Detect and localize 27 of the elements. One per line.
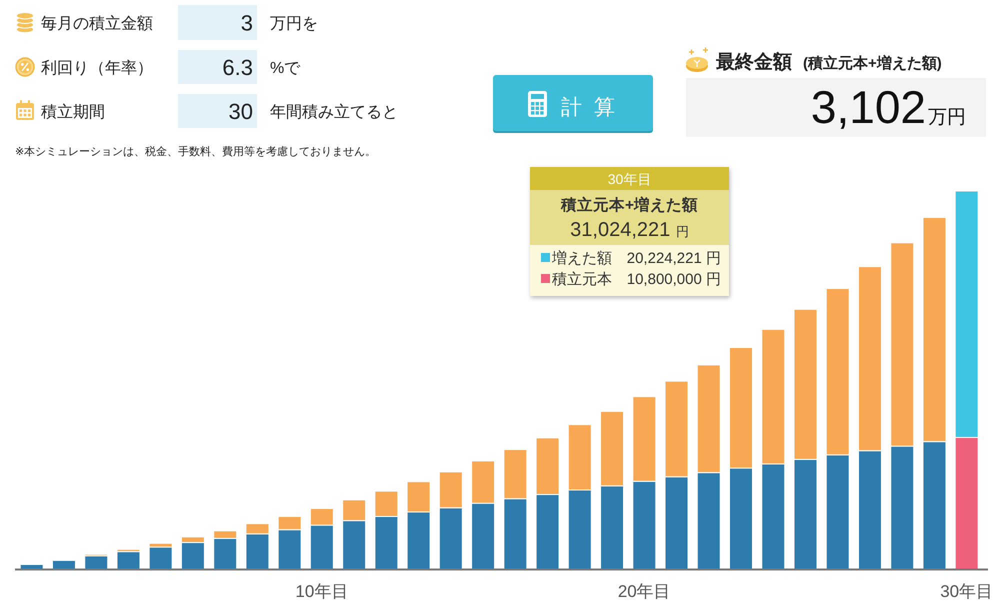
text: 計算 bbox=[561, 96, 627, 119]
legend-label: 積立元本 bbox=[552, 271, 612, 288]
text: 30 bbox=[228, 99, 253, 124]
bar bbox=[116, 551, 140, 570]
annotation: 31,024,221 円 bbox=[570, 219, 689, 241]
legend-label: 増えた額 bbox=[551, 250, 612, 267]
x-tick-label: 10年目 bbox=[295, 582, 348, 601]
text: ※本シミュレーションは、税金、手数料、費用等を考慮しておりません。 bbox=[15, 145, 376, 158]
text: 万円 bbox=[928, 107, 966, 128]
text: (積立元本+増えた額) bbox=[803, 54, 942, 72]
x-tick-label: 20年目 bbox=[618, 582, 671, 601]
text: 積立期間 bbox=[41, 103, 105, 121]
annotation: 10,800,000 円 bbox=[626, 271, 721, 288]
text: 最終金額 bbox=[715, 51, 792, 73]
text: 3,102 bbox=[810, 81, 926, 133]
legend-title: 30年目 bbox=[608, 171, 652, 187]
text: 利回り（年率） bbox=[41, 59, 153, 77]
text: 万円を bbox=[270, 16, 318, 32]
annotation: 20,224,221 円 bbox=[626, 250, 721, 267]
text: 3 bbox=[240, 10, 253, 36]
annotation: 積立元本+増えた額 bbox=[560, 195, 698, 214]
text: %で bbox=[270, 60, 302, 77]
bar bbox=[148, 546, 173, 570]
text: 年間積み立てると bbox=[270, 103, 398, 121]
text: 6.3 bbox=[222, 55, 253, 80]
text: 毎月の積立金額 bbox=[41, 14, 153, 32]
x-tick-label: 30年目 bbox=[940, 582, 994, 601]
